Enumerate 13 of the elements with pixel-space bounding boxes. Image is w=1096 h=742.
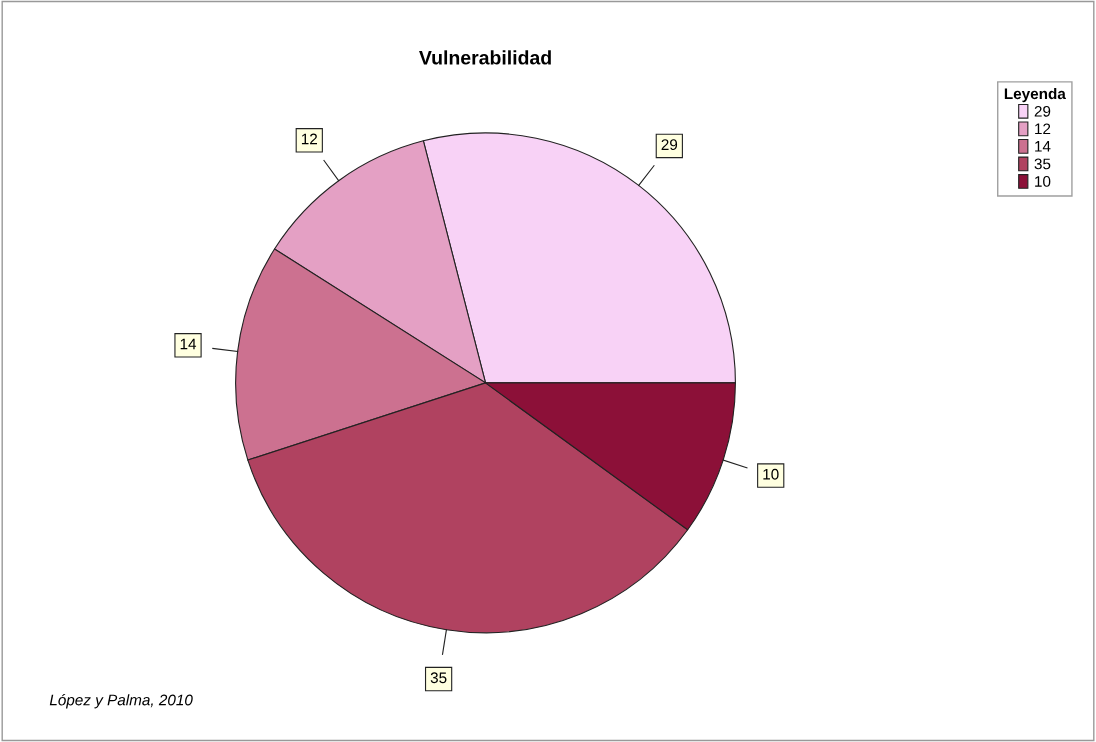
chart-title: Vulnerabilidad [419, 50, 551, 65]
text: López y Palma, 2010 [49, 693, 193, 709]
legend-label: 29 [1034, 105, 1051, 117]
legend-label: 35 [1034, 158, 1051, 170]
legend-title: Leyenda [1004, 87, 1066, 103]
data-label: 10 [763, 468, 779, 480]
legend-label: 12 [1035, 123, 1051, 135]
data-label: 35 [430, 672, 447, 684]
data-label: 29 [661, 139, 678, 151]
legend-label: 10 [1035, 176, 1051, 187]
legend-label: 14 [1035, 141, 1051, 152]
data-label: 14 [180, 338, 197, 350]
data-label: 12 [301, 133, 317, 145]
